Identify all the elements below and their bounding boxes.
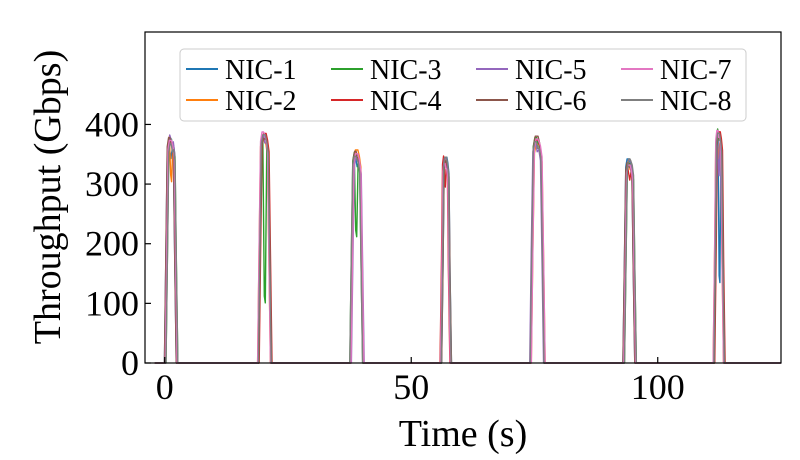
legend-label: NIC-5 bbox=[515, 55, 587, 86]
legend-item-nic-1: NIC-1 bbox=[186, 55, 297, 86]
legend-item-nic-6: NIC-6 bbox=[476, 86, 587, 117]
series-layer bbox=[154, 128, 781, 364]
legend-item-nic-7: NIC-7 bbox=[621, 55, 732, 86]
legend-label: NIC-1 bbox=[225, 55, 297, 86]
series-line-nic-7 bbox=[154, 129, 781, 364]
y-tick-label: 400 bbox=[85, 104, 139, 144]
series-line-nic-6 bbox=[154, 135, 781, 364]
legend-label: NIC-8 bbox=[660, 86, 732, 117]
legend-label: NIC-6 bbox=[515, 86, 587, 117]
legend-item-nic-5: NIC-5 bbox=[476, 55, 587, 86]
series-line-nic-1 bbox=[154, 132, 781, 364]
plot-frame bbox=[144, 31, 782, 364]
x-tick-label: 100 bbox=[631, 367, 685, 407]
series-line-nic-3 bbox=[154, 128, 781, 364]
x-tick-label: 0 bbox=[156, 367, 174, 407]
series-line-nic-8 bbox=[154, 132, 781, 364]
y-axis-label: Throughput (Gbps) bbox=[27, 50, 69, 344]
y-tick-label: 200 bbox=[85, 224, 139, 264]
series-line-nic-2 bbox=[154, 135, 781, 364]
x-axis-label: Time (s) bbox=[399, 413, 527, 455]
y-tick-label: 100 bbox=[85, 283, 139, 323]
legend-label: NIC-2 bbox=[225, 86, 297, 117]
legend-label: NIC-4 bbox=[370, 86, 442, 117]
legend-label: NIC-3 bbox=[370, 55, 442, 86]
y-tick-label: 300 bbox=[85, 164, 139, 204]
legend-label: NIC-7 bbox=[660, 55, 732, 86]
y-tick-label: 0 bbox=[121, 343, 139, 383]
ticks-layer: 0 50 100 0 100 200 300 400 bbox=[85, 104, 685, 407]
series-line-nic-5 bbox=[154, 133, 781, 364]
legend-item-nic-2: NIC-2 bbox=[186, 86, 297, 117]
legend-frame bbox=[179, 48, 747, 122]
x-tick-label: 50 bbox=[393, 367, 429, 407]
legend-item-nic-8: NIC-8 bbox=[621, 86, 732, 117]
legend-item-nic-4: NIC-4 bbox=[331, 86, 442, 117]
legend-item-nic-3: NIC-3 bbox=[331, 55, 442, 86]
series-line-nic-4 bbox=[154, 131, 781, 364]
